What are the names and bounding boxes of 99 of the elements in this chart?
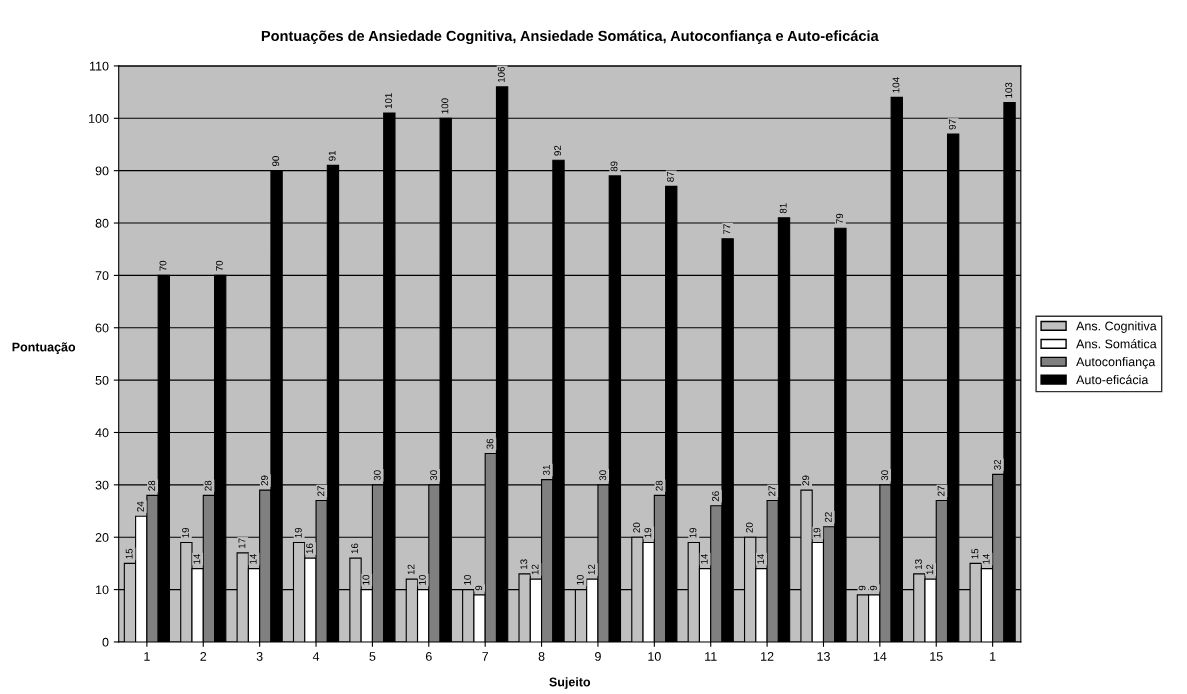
data-label: 14 bbox=[700, 553, 708, 564]
data-label: 17 bbox=[238, 538, 246, 549]
data-label: 30 bbox=[373, 470, 381, 481]
data-label: 29 bbox=[802, 475, 810, 486]
data-label: 14 bbox=[982, 553, 990, 564]
data-label: 15 bbox=[971, 548, 979, 559]
data-label: 9 bbox=[475, 585, 483, 591]
data-label: 103 bbox=[1005, 82, 1013, 98]
chart-title: Pontuações de Ansiedade Cognitiva, Ansiedade Somática, Autoconfiança e Auto-eficácia bbox=[261, 30, 879, 45]
data-label: 16 bbox=[306, 543, 314, 554]
data-label: 70 bbox=[159, 260, 167, 271]
data-label: 31 bbox=[542, 465, 550, 476]
data-label: 104 bbox=[892, 77, 900, 93]
x-tick-label: 4 bbox=[312, 652, 320, 661]
data-label: 13 bbox=[520, 559, 528, 569]
legend-label: Ans. Cognitiva bbox=[1076, 321, 1157, 333]
data-label: 27 bbox=[768, 486, 776, 496]
data-label: 77 bbox=[723, 224, 731, 235]
data-label: 24 bbox=[136, 501, 144, 512]
data-label: 30 bbox=[599, 470, 607, 481]
data-label: 12 bbox=[407, 564, 415, 575]
data-label: 32 bbox=[993, 459, 1001, 470]
data-label: 19 bbox=[689, 527, 697, 538]
y-tick-label: 10 bbox=[96, 585, 109, 595]
x-tick-label: 6 bbox=[425, 652, 432, 661]
x-tick-label: 15 bbox=[930, 652, 943, 661]
legend-label: Autoconfiança bbox=[1076, 357, 1156, 369]
data-label: 28 bbox=[204, 480, 212, 491]
data-label: 27 bbox=[317, 486, 325, 496]
x-tick-label: 9 bbox=[595, 652, 601, 661]
data-label: 20 bbox=[633, 522, 641, 533]
data-label: 16 bbox=[351, 543, 359, 554]
data-label: 10 bbox=[418, 574, 426, 585]
x-tick-label: 10 bbox=[648, 652, 661, 661]
y-tick-label: 90 bbox=[95, 166, 109, 176]
data-label: 27 bbox=[937, 486, 945, 496]
legend-label: Ans. Somática bbox=[1076, 338, 1157, 349]
data-label: 22 bbox=[824, 512, 832, 523]
data-label: 70 bbox=[215, 260, 223, 271]
x-tick-label: 5 bbox=[369, 652, 376, 661]
data-label: 81 bbox=[779, 203, 787, 214]
data-label: 28 bbox=[655, 480, 663, 491]
data-label: 10 bbox=[362, 574, 370, 585]
x-tick-label: 1 bbox=[144, 652, 150, 661]
data-label: 19 bbox=[644, 527, 652, 538]
data-label: 87 bbox=[666, 171, 674, 182]
y-tick-label: 60 bbox=[95, 323, 109, 333]
x-tick-label: 7 bbox=[482, 652, 489, 661]
x-tick-label: 11 bbox=[705, 652, 717, 661]
data-label: 9 bbox=[858, 585, 866, 591]
data-label: 100 bbox=[441, 98, 449, 114]
legend-label: Auto-eficácia bbox=[1076, 374, 1149, 385]
data-label: 13 bbox=[915, 559, 922, 569]
data-label: 12 bbox=[531, 564, 539, 575]
data-label: 101 bbox=[385, 93, 392, 109]
data-label: 106 bbox=[497, 66, 505, 82]
data-label: 29 bbox=[261, 475, 268, 486]
data-label: 19 bbox=[294, 527, 302, 538]
data-label: 12 bbox=[926, 564, 934, 575]
data-label: 36 bbox=[486, 438, 494, 449]
data-label: 19 bbox=[182, 527, 189, 538]
data-label: 92 bbox=[554, 145, 562, 156]
data-label: 26 bbox=[712, 491, 719, 502]
x-axis-title: Sujeito bbox=[549, 677, 591, 689]
data-label: 15 bbox=[125, 548, 133, 559]
data-label: 90 bbox=[272, 156, 280, 167]
data-label: 79 bbox=[836, 213, 844, 224]
data-label: 10 bbox=[576, 574, 584, 585]
data-label: 91 bbox=[328, 150, 336, 161]
x-tick-label: 3 bbox=[256, 652, 263, 661]
data-label: 14 bbox=[193, 553, 201, 564]
x-tick-label: 14 bbox=[873, 652, 887, 661]
y-tick-label: 70 bbox=[95, 271, 109, 281]
y-tick-label: 20 bbox=[95, 533, 109, 542]
data-label: 10 bbox=[464, 574, 471, 585]
data-label: 14 bbox=[249, 553, 257, 564]
data-label: 14 bbox=[757, 553, 764, 564]
y-tick-label: 30 bbox=[95, 480, 109, 490]
data-label: 28 bbox=[148, 480, 156, 491]
x-tick-label: 2 bbox=[200, 652, 207, 661]
data-label: 30 bbox=[881, 470, 889, 481]
x-tick-label: 1 bbox=[990, 652, 996, 661]
data-label: 9 bbox=[869, 585, 877, 591]
data-label: 12 bbox=[588, 564, 595, 575]
y-axis-title: Pontuação bbox=[12, 342, 76, 354]
data-label: 20 bbox=[745, 522, 753, 533]
x-tick-label: 8 bbox=[538, 652, 545, 661]
y-tick-label: 0 bbox=[102, 637, 109, 647]
x-tick-label: 12 bbox=[761, 652, 774, 661]
x-tick-label: 13 bbox=[817, 652, 830, 661]
y-tick-label: 80 bbox=[95, 218, 109, 228]
data-label: 89 bbox=[610, 161, 618, 172]
y-tick-label: 40 bbox=[95, 428, 109, 438]
y-tick-label: 50 bbox=[95, 375, 109, 385]
y-tick-label: 110 bbox=[90, 61, 109, 71]
data-label: 97 bbox=[948, 119, 956, 130]
data-label: 30 bbox=[430, 470, 438, 481]
data-label: 19 bbox=[813, 527, 821, 538]
y-tick-label: 100 bbox=[89, 114, 109, 123]
